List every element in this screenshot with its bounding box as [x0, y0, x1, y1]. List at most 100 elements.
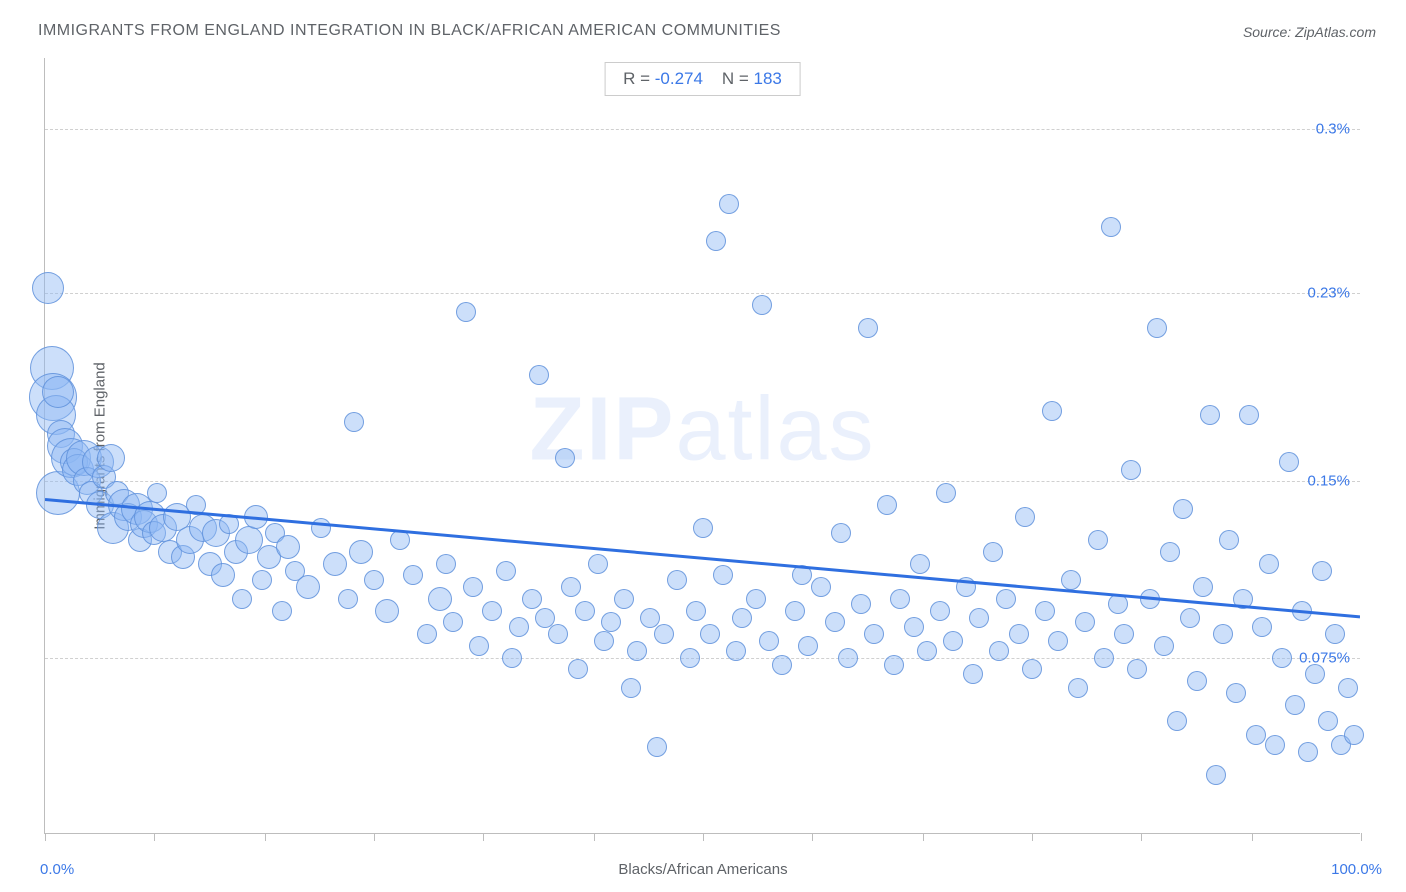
scatter-point	[1312, 561, 1332, 581]
x-tick	[594, 833, 595, 841]
scatter-point	[858, 318, 878, 338]
scatter-point	[1101, 217, 1121, 237]
scatter-point	[917, 641, 937, 661]
gridline	[45, 129, 1360, 130]
scatter-point	[1325, 624, 1345, 644]
x-tick	[1361, 833, 1362, 841]
regression-line	[45, 58, 1360, 833]
scatter-point	[561, 577, 581, 597]
scatter-point	[186, 495, 206, 515]
scatter-point	[244, 505, 268, 529]
scatter-point	[1108, 594, 1128, 614]
n-label: N =	[722, 69, 754, 88]
scatter-point	[1246, 725, 1266, 745]
scatter-point	[1075, 612, 1095, 632]
scatter-point	[1272, 648, 1292, 668]
scatter-point	[349, 540, 373, 564]
scatter-point	[719, 194, 739, 214]
scatter-point	[296, 575, 320, 599]
scatter-point	[654, 624, 674, 644]
scatter-point	[798, 636, 818, 656]
x-tick	[45, 833, 46, 841]
scatter-point	[97, 444, 125, 472]
x-tick	[812, 833, 813, 841]
scatter-point	[1233, 589, 1253, 609]
scatter-point	[1140, 589, 1160, 609]
scatter-point	[1022, 659, 1042, 679]
scatter-point	[996, 589, 1016, 609]
watermark: ZIPatlas	[529, 379, 875, 482]
scatter-point	[1252, 617, 1272, 637]
scatter-point	[42, 376, 74, 408]
scatter-point	[548, 624, 568, 644]
scatter-point	[456, 302, 476, 322]
x-tick	[923, 833, 924, 841]
scatter-point	[904, 617, 924, 637]
scatter-point	[700, 624, 720, 644]
scatter-point	[627, 641, 647, 661]
scatter-point	[884, 655, 904, 675]
source-name: ZipAtlas.com	[1295, 24, 1376, 40]
scatter-point	[469, 636, 489, 656]
scatter-point	[969, 608, 989, 628]
scatter-point	[1265, 735, 1285, 755]
scatter-point	[811, 577, 831, 597]
scatter-point	[693, 518, 713, 538]
scatter-point	[1305, 664, 1325, 684]
n-value: 183	[754, 69, 782, 88]
scatter-point	[436, 554, 456, 574]
scatter-point	[1173, 499, 1193, 519]
watermark-rest: atlas	[675, 380, 875, 480]
scatter-point	[759, 631, 779, 651]
scatter-point	[680, 648, 700, 668]
scatter-point	[713, 565, 733, 585]
scatter-point	[838, 648, 858, 668]
scatter-point	[614, 589, 634, 609]
scatter-point	[443, 612, 463, 632]
scatter-point	[825, 612, 845, 632]
y-tick-label: 0.15%	[1307, 473, 1350, 490]
scatter-point	[364, 570, 384, 590]
r-label: R =	[623, 69, 655, 88]
scatter-point	[1154, 636, 1174, 656]
scatter-point	[219, 514, 239, 534]
scatter-point	[529, 365, 549, 385]
scatter-point	[403, 565, 423, 585]
source-prefix: Source:	[1243, 24, 1295, 40]
scatter-point	[890, 589, 910, 609]
scatter-point	[983, 542, 1003, 562]
scatter-point	[864, 624, 884, 644]
scatter-point	[276, 535, 300, 559]
gridline	[45, 481, 1360, 482]
scatter-point	[555, 448, 575, 468]
scatter-point	[338, 589, 358, 609]
scatter-point	[1200, 405, 1220, 425]
scatter-point	[502, 648, 522, 668]
scatter-point	[568, 659, 588, 679]
scatter-point	[851, 594, 871, 614]
scatter-point	[482, 601, 502, 621]
scatter-point	[1061, 570, 1081, 590]
x-axis-max: 100.0%	[1331, 861, 1382, 878]
x-tick	[374, 833, 375, 841]
scatter-point	[1193, 577, 1213, 597]
x-axis-min: 0.0%	[40, 861, 74, 878]
scatter-point	[1094, 648, 1114, 668]
scatter-point	[1009, 624, 1029, 644]
scatter-point	[963, 664, 983, 684]
scatter-point	[732, 608, 752, 628]
scatter-point	[211, 563, 235, 587]
stats-box: R = -0.274 N = 183	[604, 62, 801, 96]
gridline	[45, 293, 1360, 294]
scatter-point	[272, 601, 292, 621]
x-tick	[265, 833, 266, 841]
scatter-point	[785, 601, 805, 621]
gridline	[45, 658, 1360, 659]
scatter-point	[147, 483, 167, 503]
scatter-point	[1219, 530, 1239, 550]
scatter-point	[1279, 452, 1299, 472]
scatter-point	[375, 599, 399, 623]
x-tick	[1141, 833, 1142, 841]
scatter-point	[601, 612, 621, 632]
scatter-point	[390, 530, 410, 550]
